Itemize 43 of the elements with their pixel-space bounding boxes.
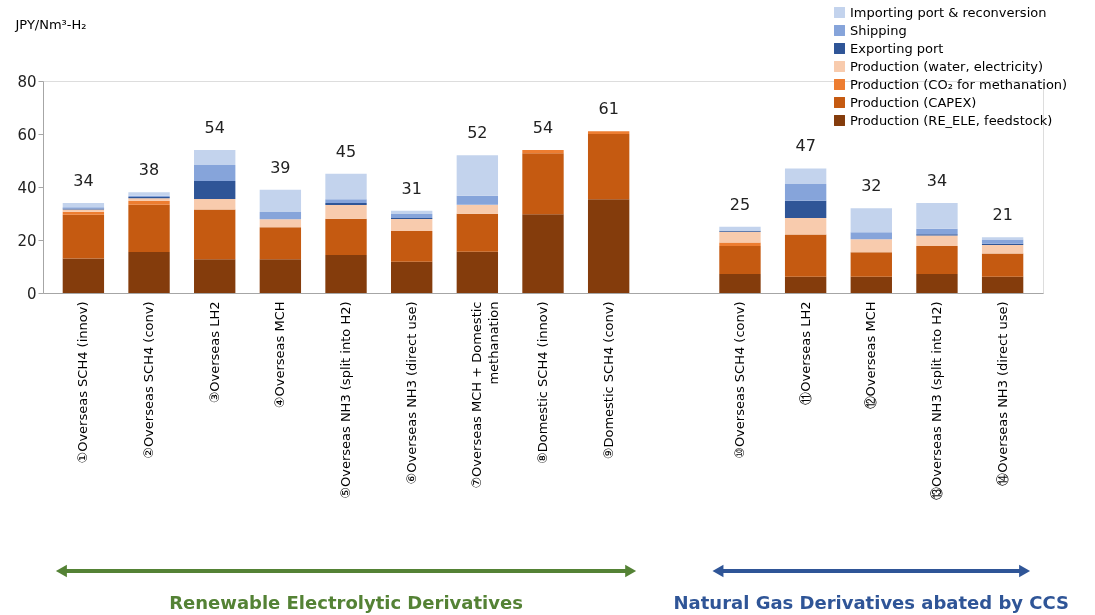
total-label: 54 [532, 117, 554, 137]
x-tick-label: ⑭Overseas NH3 (direct use) [994, 301, 1010, 486]
legend-label: Exporting port [850, 40, 944, 56]
x-tick-label: ⑨Domestic SCH4 (conv) [600, 301, 616, 460]
total-label: 38 [138, 160, 160, 180]
x-tick-label: ④Overseas MCH [272, 301, 288, 409]
total-label: 34 [73, 170, 94, 190]
x-tick-label: ①Overseas SCH4 (innov) [75, 301, 91, 464]
text: Renewable Electrolytic Derivatives [169, 592, 523, 613]
x-tick-label: ⑧Domestic SCH4 (innov) [535, 301, 550, 464]
legend-label: Shipping [850, 22, 907, 38]
total-label: 21 [992, 205, 1013, 225]
total-label: 61 [598, 99, 619, 119]
legend-label: Importing port & reconversion [850, 4, 1047, 20]
x-tick-label: ②Overseas SCH4 (conv) [141, 301, 157, 459]
x-tick-label: ⑫Overseas MCH [863, 301, 879, 410]
x-tick-label: ⑤Overseas NH3 (split into H2) [338, 301, 354, 499]
total-label: 25 [729, 194, 751, 214]
legend-label: Production (RE_ELE, feedstock) [850, 112, 1053, 128]
total-label: 39 [270, 157, 291, 177]
y-tick-label: 80 [17, 72, 37, 91]
total-label: 32 [861, 176, 882, 196]
total-label: 31 [401, 178, 422, 198]
x-tick-label: ⑬Overseas NH3 (split into H2) [928, 301, 944, 501]
y-tick-label: 40 [17, 178, 37, 197]
total-label: 47 [795, 136, 816, 156]
total-label: 54 [204, 117, 225, 137]
x-tick-label: ⑩Overseas SCH4 (conv) [731, 301, 747, 459]
total-label: 45 [335, 141, 357, 161]
legend-label: Production (water, electricity) [850, 58, 1044, 74]
total-label: 52 [467, 123, 488, 143]
y-tick-label: 60 [17, 125, 37, 144]
x-tick-label: ③Overseas LH2 [206, 301, 222, 404]
legend-label: Production (CO₂ for methanation) [850, 76, 1068, 92]
text: Natural Gas Derivatives abated by CCS [673, 592, 1070, 613]
total-label: 34 [926, 170, 948, 190]
x-tick-label: ⑥Overseas NH3 (direct use) [403, 301, 419, 485]
y-tick-label: 0 [26, 284, 37, 303]
y-axis-title: JPY/Nm³-H₂ [14, 16, 87, 32]
y-tick-label: 20 [17, 231, 37, 250]
x-tick-label: ⑪Overseas LH2 [797, 301, 813, 405]
legend-label: Production (CAPEX) [850, 94, 977, 110]
x-tick-label: ⑦Overseas MCH + Domestic methanation [469, 301, 502, 489]
